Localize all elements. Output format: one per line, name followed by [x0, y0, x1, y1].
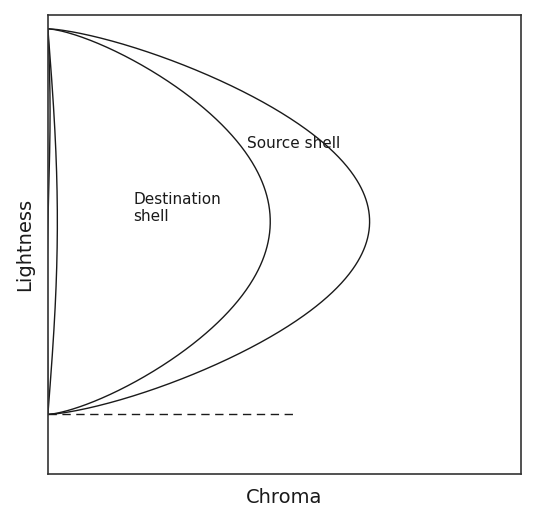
- Text: Destination
shell: Destination shell: [133, 192, 221, 224]
- X-axis label: Chroma: Chroma: [246, 488, 323, 507]
- Y-axis label: Lightness: Lightness: [15, 198, 34, 291]
- Text: Source shell: Source shell: [247, 136, 340, 151]
